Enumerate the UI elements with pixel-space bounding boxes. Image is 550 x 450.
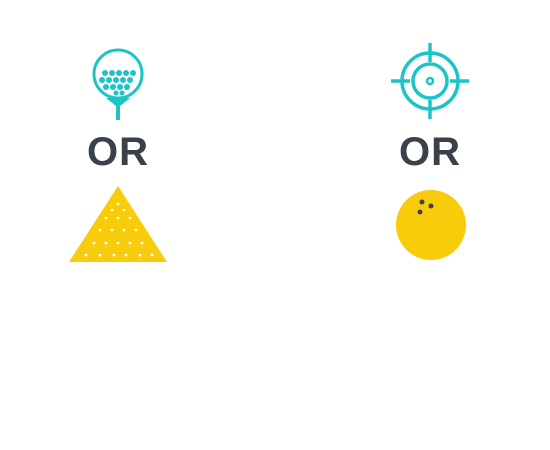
golf-ball-icon (92, 48, 144, 120)
or-label: OR (399, 130, 461, 174)
bowling-ball-icon (396, 190, 466, 260)
crosshair-icon (391, 43, 469, 119)
pyramid-icon (69, 186, 167, 262)
or-label: OR (87, 130, 149, 174)
